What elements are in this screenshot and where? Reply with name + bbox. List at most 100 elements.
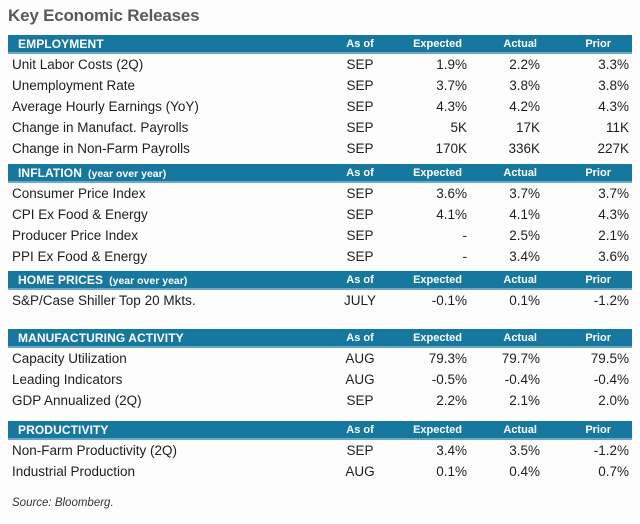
column-header-asof: As of	[346, 423, 374, 436]
cell-actual: 3.5%	[509, 443, 540, 458]
page-title: Key Economic Releases	[8, 6, 200, 25]
cell-prior: 4.3%	[598, 207, 629, 222]
cell-asof: SEP	[346, 99, 374, 114]
cell-expected: 3.4%	[436, 443, 467, 458]
table-row: GDP Annualized (2Q) SEP 2.2% 2.1% 2.0%	[8, 390, 632, 411]
cell-expected: -0.1%	[431, 293, 467, 308]
cell-actual: 2.2%	[509, 57, 540, 72]
table-row: Unemployment Rate SEP 3.7% 3.8% 3.8%	[8, 75, 632, 96]
cell-expected: 4.3%	[436, 99, 467, 114]
column-header-asof: As of	[346, 37, 374, 50]
cell-prior: 2.1%	[598, 228, 629, 243]
cell-prior: 2.0%	[598, 393, 629, 408]
cell-prior: -0.4%	[593, 372, 629, 387]
cell-expected: 1.9%	[436, 57, 467, 72]
section-title: MANUFACTURING ACTIVITY	[18, 330, 184, 345]
cell-expected: 3.6%	[436, 186, 467, 201]
cell-expected: 5K	[450, 120, 467, 135]
section-home-prices: HOME PRICES (year over year) As of Expec…	[8, 271, 632, 311]
section-title: EMPLOYMENT	[18, 36, 104, 51]
cell-asof: SEP	[346, 393, 374, 408]
section-title-group: EMPLOYMENT	[8, 37, 327, 51]
column-header-asof: As of	[346, 273, 374, 286]
table-row: Average Hourly Earnings (YoY) SEP 4.3% 4…	[8, 96, 632, 117]
table-row: Producer Price Index SEP - 2.5% 2.1%	[8, 225, 632, 246]
cell-expected: 0.1%	[436, 464, 467, 479]
key-economic-releases-page: Key Economic Releases EMPLOYMENT As of E…	[0, 6, 640, 524]
column-header-prior: Prior	[585, 273, 611, 286]
cell-asof: SEP	[346, 228, 374, 243]
row-label: Leading Indicators	[12, 372, 123, 387]
cell-actual: 3.4%	[509, 249, 540, 264]
table-row: Capacity Utilization AUG 79.3% 79.7% 79.…	[8, 348, 632, 369]
cell-asof: JULY	[343, 293, 376, 308]
cell-prior: -1.2%	[593, 293, 629, 308]
column-header-asof: As of	[346, 331, 374, 344]
cell-asof: AUG	[345, 464, 375, 479]
cell-actual: 0.4%	[509, 464, 540, 479]
column-header-actual: Actual	[503, 166, 537, 179]
section-title-group: PRODUCTIVITY	[8, 423, 327, 437]
cell-expected: 79.3%	[428, 351, 467, 366]
cell-asof: SEP	[346, 57, 374, 72]
column-header-actual: Actual	[503, 37, 537, 50]
table-row: Leading Indicators AUG -0.5% -0.4% -0.4%	[8, 369, 632, 390]
column-header-expected: Expected	[413, 423, 462, 436]
section-header-band: PRODUCTIVITY As of Expected Actual Prior	[8, 421, 632, 440]
cell-actual: 3.8%	[509, 78, 540, 93]
cell-prior: 3.8%	[598, 78, 629, 93]
section-subtitle: (year over year)	[109, 274, 188, 287]
column-header-prior: Prior	[585, 166, 611, 179]
cell-asof: AUG	[345, 351, 375, 366]
cell-asof: SEP	[346, 249, 374, 264]
column-header-actual: Actual	[503, 331, 537, 344]
cell-actual: -0.4%	[504, 372, 540, 387]
row-label: S&P/Case Shiller Top 20 Mkts.	[12, 293, 196, 308]
cell-actual: 2.1%	[509, 393, 540, 408]
cell-asof: SEP	[346, 207, 374, 222]
cell-prior: 227K	[597, 141, 629, 156]
cell-prior: 11K	[605, 120, 629, 135]
section-header-band: INFLATION (year over year) As of Expecte…	[8, 164, 632, 183]
source-note: Source: Bloomberg.	[12, 497, 114, 509]
row-label: Non-Farm Productivity (2Q)	[12, 443, 178, 458]
table-row: Industrial Production AUG 0.1% 0.4% 0.7%	[8, 461, 632, 482]
row-label: Change in Manufact. Payrolls	[12, 120, 189, 135]
column-header-expected: Expected	[413, 273, 462, 286]
table-row: S&P/Case Shiller Top 20 Mkts. JULY -0.1%…	[8, 290, 632, 311]
row-label: GDP Annualized (2Q)	[12, 393, 142, 408]
cell-actual: 17K	[515, 120, 540, 135]
row-label: Capacity Utilization	[12, 351, 127, 366]
cell-actual: 336K	[508, 141, 540, 156]
cell-expected: 4.1%	[436, 207, 467, 222]
cell-asof: SEP	[346, 186, 374, 201]
cell-expected: -0.5%	[431, 372, 467, 387]
cell-expected: 170K	[435, 141, 467, 156]
cell-actual: 2.5%	[509, 228, 540, 243]
section-title: PRODUCTIVITY	[18, 422, 109, 437]
table-row: PPI Ex Food & Energy SEP - 3.4% 3.6%	[8, 246, 632, 267]
cell-asof: SEP	[346, 120, 374, 135]
row-label: Industrial Production	[12, 464, 136, 479]
cell-prior: 3.3%	[598, 57, 629, 72]
cell-asof: SEP	[346, 443, 374, 458]
row-label: Producer Price Index	[12, 228, 139, 243]
section-header-band: MANUFACTURING ACTIVITY As of Expected Ac…	[8, 329, 632, 348]
cell-actual: 4.1%	[509, 207, 540, 222]
section-title-group: MANUFACTURING ACTIVITY	[8, 331, 327, 345]
cell-asof: SEP	[346, 141, 374, 156]
cell-asof: AUG	[345, 372, 375, 387]
section-subtitle: (year over year)	[88, 167, 167, 180]
section-header-band: HOME PRICES (year over year) As of Expec…	[8, 271, 632, 290]
cell-asof: SEP	[346, 78, 374, 93]
section-employment: EMPLOYMENT As of Expected Actual Prior U…	[8, 35, 632, 159]
table-row: CPI Ex Food & Energy SEP 4.1% 4.1% 4.3%	[8, 204, 632, 225]
column-header-prior: Prior	[585, 331, 611, 344]
row-label: CPI Ex Food & Energy	[12, 207, 148, 222]
table-row: Consumer Price Index SEP 3.6% 3.7% 3.7%	[8, 183, 632, 204]
column-header-actual: Actual	[503, 423, 537, 436]
table-row: Change in Non-Farm Payrolls SEP 170K 336…	[8, 138, 632, 159]
column-header-asof: As of	[346, 166, 374, 179]
section-title: HOME PRICES	[18, 272, 104, 287]
cell-prior: 4.3%	[598, 99, 629, 114]
